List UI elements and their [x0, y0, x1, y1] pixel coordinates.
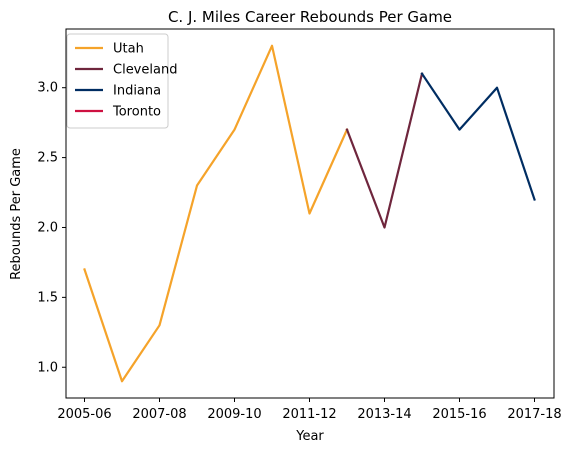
legend-items: Utah Cleveland Indiana Toronto	[75, 42, 177, 120]
y-tick-label: 2.5	[37, 151, 58, 166]
series-line-utah	[83, 44, 349, 383]
series-layer	[83, 44, 536, 383]
x-tick-label: 2009-10	[207, 407, 261, 422]
y-tick-label: 1.5	[37, 290, 58, 305]
x-tick-label: 2013-14	[357, 407, 411, 422]
x-axis-label: Year	[295, 429, 324, 444]
y-tick-label: 1.0	[37, 360, 58, 375]
x-tick-label: 2005-06	[57, 407, 111, 422]
x-tick-label: 2017-18	[507, 407, 561, 422]
x-axis: 2005-06 2007-08 2009-10 2011-12 2013-14 2015-…	[57, 398, 562, 422]
legend-label-utah: Utah	[113, 42, 144, 57]
y-tick-label: 2.0	[37, 220, 58, 235]
legend-label-cleveland: Cleveland	[113, 63, 177, 78]
x-tick-label: 2007-08	[132, 407, 186, 422]
legend-label-toronto: Toronto	[112, 105, 161, 120]
series-line-cleveland	[345, 72, 424, 229]
y-axis: 1.0 1.5 2.0 2.5 3.0	[37, 81, 66, 375]
series-line-indiana	[420, 72, 536, 201]
y-tick-label: 3.0	[37, 81, 58, 96]
chart-title: C. J. Miles Career Rebounds Per Game	[168, 8, 452, 26]
x-tick-label: 2011-12	[282, 407, 336, 422]
y-axis-label: Rebounds Per Game	[9, 148, 24, 280]
x-tick-label: 2015-16	[432, 407, 486, 422]
legend-frame	[66, 33, 169, 129]
chart-legend: Utah Cleveland Indiana Toronto	[66, 33, 177, 129]
legend-label-indiana: Indiana	[113, 84, 161, 99]
